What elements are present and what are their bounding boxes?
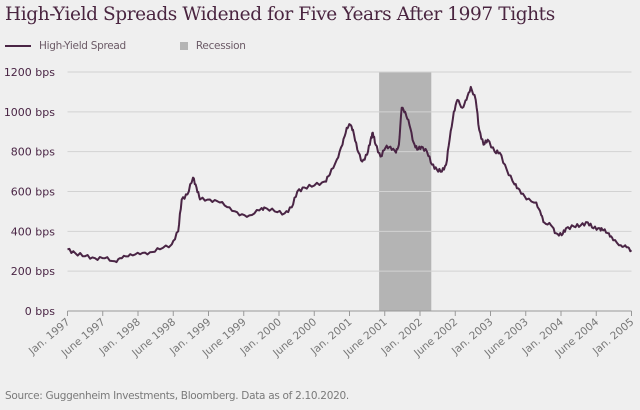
y-tick-label: 0 bps [25,305,55,318]
chart-title: High-Yield Spreads Widened for Five Year… [5,4,555,25]
legend-recession-swatch [179,42,188,50]
source-note: Source: Guggenheim Investments, Bloomber… [5,390,349,402]
y-tick-label: 600 bps [11,186,55,199]
legend-label-high-yield: High-Yield Spread [39,40,126,52]
legend-item-high-yield: High-Yield Spread [5,40,126,52]
y-tick-label: 200 bps [11,265,55,278]
legend-line-swatch [5,45,31,47]
y-tick-label: 1200 bps [4,66,55,79]
legend-item-recession: Recession [126,40,246,52]
y-tick-label: 400 bps [11,225,55,238]
y-tick-label: 1000 bps [4,106,55,119]
y-tick-label: 800 bps [11,146,55,159]
series-line-high-yield-spread [67,85,633,264]
legend: High-Yield Spread Recession [5,40,246,52]
legend-label-recession: Recession [195,40,246,52]
